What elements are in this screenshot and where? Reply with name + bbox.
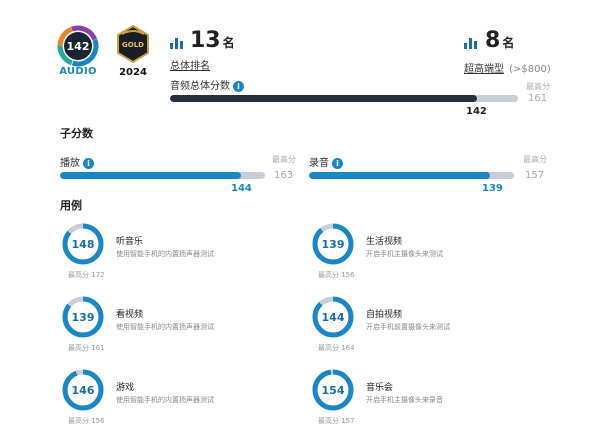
recording-label-row: 录音 i xyxy=(309,154,343,169)
info-icon[interactable]: i xyxy=(83,157,94,169)
use-case-ring: 144 xyxy=(312,296,354,338)
use-case-desc: 使用智能手机的内置扬声器测试 xyxy=(116,250,214,258)
segment-rank-number: 8 xyxy=(485,28,501,53)
recording-fill xyxy=(309,172,491,179)
segment-rank: 8 名 xyxy=(485,30,514,52)
use-case-item: 139 生活视频开启手机主摄像头来测试最高分 156 xyxy=(310,221,550,287)
audio-label: AUDIO xyxy=(59,66,97,77)
total-score-value: 142 xyxy=(466,106,487,117)
use-case-ring: 139 xyxy=(62,296,104,338)
gold-year: 2024 xyxy=(119,67,147,78)
use-case-ring-fill xyxy=(312,223,354,265)
use-case-desc: 使用智能手机的内置扬声器测试 xyxy=(116,323,214,331)
recording-label: 录音 xyxy=(309,158,329,169)
use-case-ring: 139 xyxy=(312,223,354,265)
total-score-label: 音频总体分数 xyxy=(170,81,230,92)
use-case-score: 139 xyxy=(72,311,95,324)
total-score-track xyxy=(170,95,518,102)
use-case-desc: 开启手机主摄像头来测试 xyxy=(366,250,443,258)
overall-rank-link[interactable]: 总体排名 xyxy=(170,61,210,72)
use-case-max: 最高分 156 xyxy=(68,417,105,425)
use-case-item: 139 看视频使用智能手机的内置扬声器测试最高分 161 xyxy=(60,294,300,360)
use-case-desc: 开启手机主摄像头来录音 xyxy=(366,396,443,404)
total-max-value: 161 xyxy=(528,93,548,104)
info-icon[interactable]: i xyxy=(332,157,343,169)
audio-score-text: 142 xyxy=(67,40,90,53)
playback-max-label: 最高分 xyxy=(272,155,296,164)
segment-rank-bar-icon xyxy=(464,37,478,49)
overall-rank-number: 13 xyxy=(190,28,221,53)
use-case-ring: 154 xyxy=(312,369,354,411)
use-case-title: 看视频 xyxy=(116,310,144,320)
use-case-item: 148 听音乐使用智能手机的内置扬声器测试最高分 172 xyxy=(60,221,300,287)
use-case-item: 154 音乐会开启手机主摄像头来录音最高分 157 xyxy=(310,367,550,433)
use-case-item: 146 游戏使用智能手机的内置扬声器测试最高分 156 xyxy=(60,367,300,433)
use-case-title: 音乐会 xyxy=(366,383,394,393)
audio-score-badge: 142 xyxy=(54,24,102,80)
playback-label: 播放 xyxy=(60,158,80,169)
total-max-label: 最高分 xyxy=(526,82,550,91)
use-case-title: 生活视频 xyxy=(366,237,403,247)
overall-rank: 13 名 xyxy=(190,30,235,52)
use-case-title: 听音乐 xyxy=(116,237,144,247)
use-case-score: 148 xyxy=(72,238,95,251)
gold-badge: GOLD xyxy=(114,24,152,64)
overall-rank-unit: 名 xyxy=(222,36,235,50)
segment-rank-sub: (>$800) xyxy=(509,64,551,75)
use-case-score: 146 xyxy=(72,384,95,397)
recording-value: 139 xyxy=(482,183,503,194)
segment-rank-row: 超高端型 (>$800) xyxy=(464,57,551,76)
sub-scores-title: 子分数 xyxy=(60,127,93,140)
total-score-fill xyxy=(170,95,477,102)
use-case-max: 最高分 172 xyxy=(68,271,105,279)
audio-badge-ring-icon: 142 xyxy=(57,25,99,67)
use-case-score: 139 xyxy=(322,238,345,251)
use-case-max: 最高分 161 xyxy=(68,344,105,352)
use-case-ring-fill xyxy=(62,296,104,338)
segment-rank-unit: 名 xyxy=(502,36,515,50)
gold-label-text: GOLD xyxy=(122,41,144,49)
use-case-ring: 148 xyxy=(62,223,104,265)
playback-track xyxy=(60,172,265,179)
recording-max-label: 最高分 xyxy=(523,155,547,164)
playback-max-value: 163 xyxy=(274,170,294,181)
use-case-desc: 开启手机前置摄像头来测试 xyxy=(366,323,450,331)
info-icon[interactable]: i xyxy=(233,80,244,92)
gold-medal-icon: GOLD xyxy=(117,24,149,64)
use-cases-title: 用例 xyxy=(60,199,82,212)
use-case-desc: 使用智能手机的内置扬声器测试 xyxy=(116,396,214,404)
use-case-ring: 146 xyxy=(62,369,104,411)
use-case-max: 最高分 157 xyxy=(318,417,355,425)
use-case-ring-fill xyxy=(312,296,354,338)
use-case-max: 最高分 164 xyxy=(318,344,355,352)
playback-value: 144 xyxy=(231,183,252,194)
use-case-title: 自拍视频 xyxy=(366,310,403,320)
recording-max-value: 157 xyxy=(525,170,545,181)
use-case-score: 144 xyxy=(322,311,345,324)
playback-label-row: 播放 i xyxy=(60,154,94,169)
use-case-ring-fill xyxy=(312,369,354,411)
use-case-score: 154 xyxy=(322,384,345,397)
use-case-title: 游戏 xyxy=(116,383,135,393)
use-case-item: 144 自拍视频开启手机前置摄像头来测试最高分 164 xyxy=(310,294,550,360)
recording-track xyxy=(309,172,514,179)
use-case-ring-fill xyxy=(62,369,104,411)
use-case-ring-fill xyxy=(62,223,104,265)
segment-rank-link[interactable]: 超高端型 xyxy=(464,64,504,75)
playback-fill xyxy=(60,172,241,179)
use-case-max: 最高分 156 xyxy=(318,271,355,279)
rank-bar-icon xyxy=(170,37,184,49)
total-score-label-row: 音频总体分数 i xyxy=(170,77,244,92)
